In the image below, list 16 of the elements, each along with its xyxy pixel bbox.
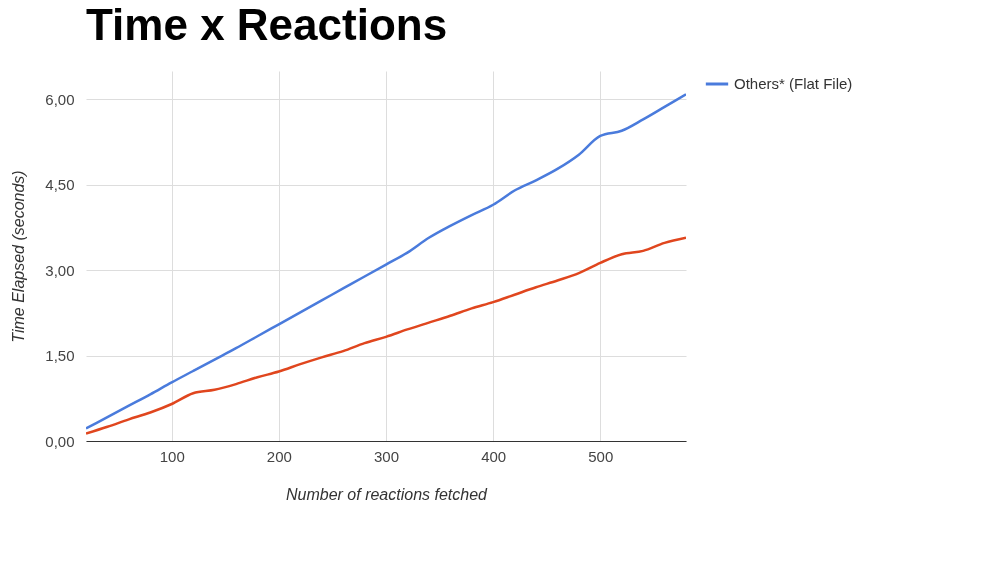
x-tick-label: 500	[588, 447, 614, 465]
legend-label: Others* (Flat File)	[734, 75, 853, 92]
line-series	[86, 236, 686, 435]
y-tick-label: 0,00	[45, 432, 75, 450]
x-tick-label: 200	[266, 447, 292, 465]
y-tick-label: 6,00	[45, 90, 75, 108]
line-series	[86, 93, 686, 430]
x-tick-label: 300	[373, 447, 400, 465]
x-tick-label: 400	[481, 447, 507, 465]
x-tick-label: 100	[159, 447, 185, 465]
y-tick-label: 1,50	[45, 347, 75, 365]
x-axis-title: Number of reactions fetched	[286, 485, 489, 503]
chart-title: Time x Reactions	[86, 0, 448, 49]
y-axis-title: Time Elapsed (seconds)	[10, 170, 28, 343]
y-tick-label: 3,00	[45, 261, 75, 279]
y-tick-label: 4,50	[45, 176, 75, 194]
